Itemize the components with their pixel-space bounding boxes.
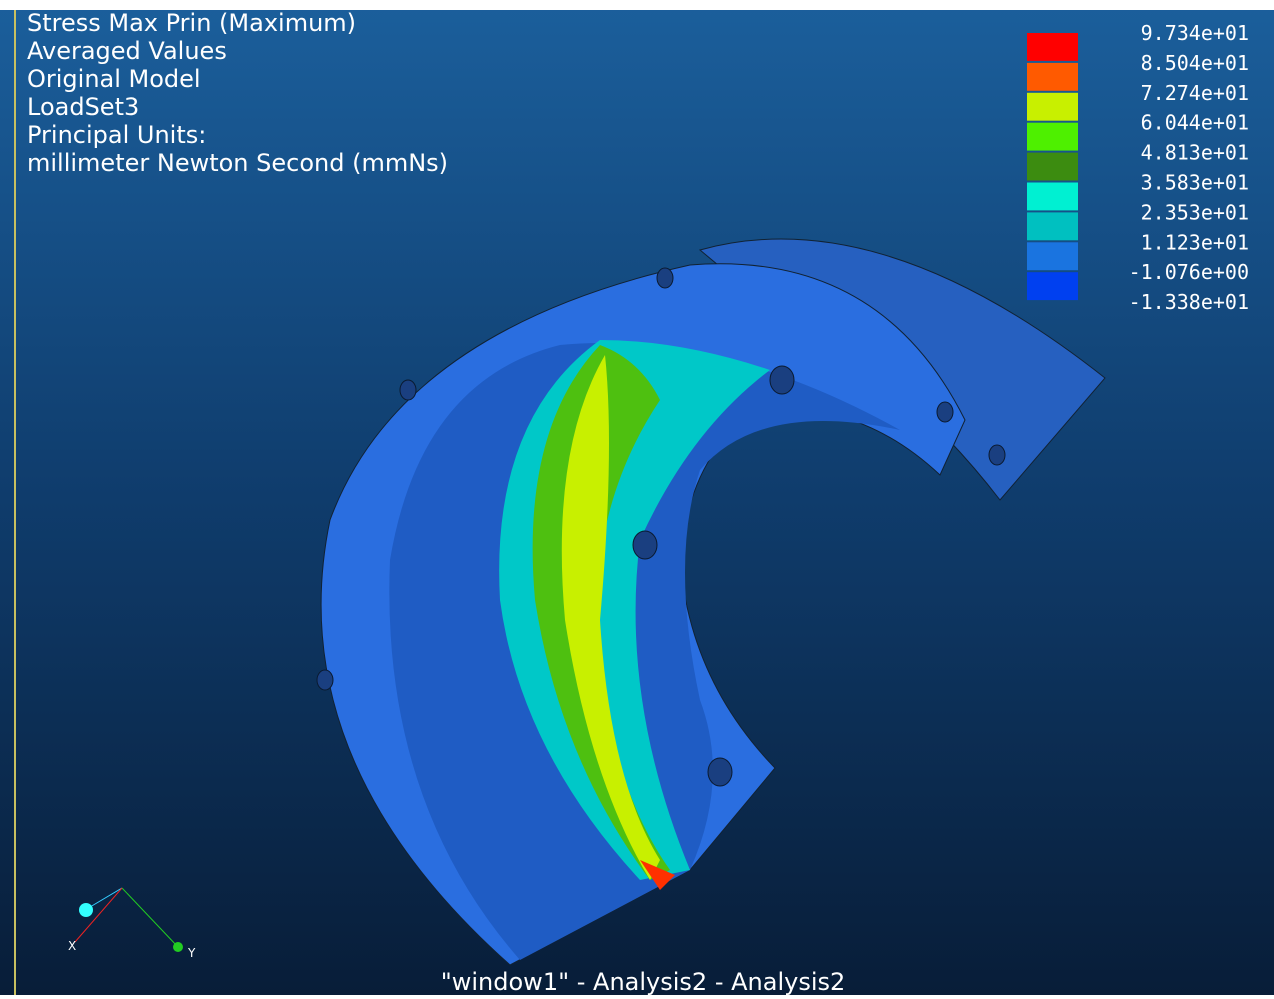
info-line: Averaged Values: [27, 37, 227, 65]
legend-label: -1.076e+00: [1129, 260, 1249, 284]
info-line: LoadSet3: [27, 93, 139, 121]
legend-swatch: [1027, 182, 1078, 211]
legend-label: 6.044e+01: [1141, 111, 1249, 135]
axis-y-label: Y: [187, 946, 196, 960]
legend-swatch: [1027, 62, 1078, 91]
legend-swatch: [1027, 272, 1078, 301]
axis-y-head: [173, 942, 183, 952]
info-text: Stress Max Prin (Maximum)Averaged Values…: [27, 9, 448, 177]
legend-swatch: [1027, 212, 1078, 241]
legend-label: 4.813e+01: [1141, 141, 1249, 165]
legend-swatch: [1027, 33, 1078, 61]
info-line: Principal Units:: [27, 121, 206, 149]
legend-swatch: [1027, 242, 1078, 271]
legend-swatch: [1027, 152, 1078, 181]
legend-label: 9.734e+01: [1141, 21, 1249, 45]
legend-label: -1.338e+01: [1129, 290, 1249, 314]
legend-label: 3.583e+01: [1141, 171, 1249, 195]
legend-swatch: [1027, 122, 1078, 151]
info-line: Original Model: [27, 65, 201, 93]
legend-label: 1.123e+01: [1141, 230, 1249, 254]
info-line: millimeter Newton Second (mmNs): [27, 149, 448, 177]
axis-y: [121, 887, 179, 948]
axis-x-label: X: [68, 939, 76, 953]
axis-z-head: [79, 903, 93, 917]
window-title: "window1" - Analysis2 - Analysis2: [441, 968, 846, 995]
top-strip: [0, 0, 1274, 10]
bolt-holes: [316, 267, 1006, 787]
legend-label: 7.274e+01: [1141, 81, 1249, 105]
axis-x: [74, 887, 123, 943]
legend-swatch: [1027, 92, 1078, 121]
stress-band: [561, 355, 660, 880]
stress-hotspot: [640, 860, 675, 890]
legend: 9.734e+01 8.504e+01 7.274e+01 6.044e+01 4.81…: [1027, 21, 1249, 314]
info-line: Stress Max Prin (Maximum): [27, 9, 356, 37]
legend-label: 2.353e+01: [1141, 200, 1249, 224]
legend-label: 8.504e+01: [1141, 51, 1249, 75]
